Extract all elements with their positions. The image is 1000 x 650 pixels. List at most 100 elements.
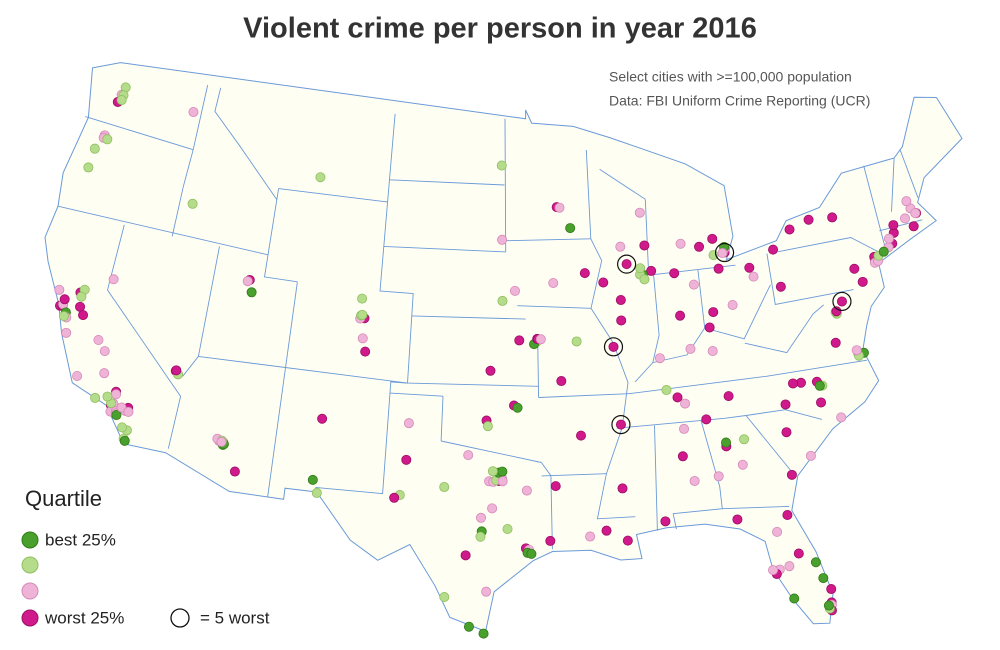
- city-point: [512, 402, 523, 413]
- state-border: [383, 245, 506, 253]
- city-point: [535, 334, 546, 345]
- city-point: [102, 391, 113, 402]
- city-point: [775, 281, 786, 292]
- state-border: [263, 188, 298, 283]
- state-border: [85, 116, 194, 151]
- city-point: [119, 435, 130, 446]
- state-border: [722, 505, 790, 510]
- city-point: [116, 95, 127, 106]
- city-point: [123, 406, 134, 417]
- annotation: Select cities with >=100,000 population: [609, 69, 852, 85]
- city-point: [111, 389, 122, 400]
- state-border: [107, 224, 182, 449]
- city-point: [76, 291, 87, 302]
- city-point: [708, 307, 719, 318]
- city-point: [739, 434, 750, 445]
- city-point: [805, 450, 816, 461]
- worst-marker: [832, 291, 852, 312]
- city-point: [787, 378, 798, 389]
- city-point: [727, 300, 738, 311]
- city-point: [784, 561, 795, 572]
- city-point: [357, 333, 368, 344]
- city-point: [782, 510, 793, 521]
- city-point: [744, 262, 755, 273]
- city-point: [78, 310, 89, 321]
- city-point: [460, 550, 471, 561]
- legend-swatch: [21, 531, 39, 549]
- city-point: [680, 398, 691, 409]
- city-point: [721, 437, 732, 448]
- city-point: [617, 483, 628, 494]
- city-point: [72, 370, 83, 381]
- chart-title: Violent crime per person in year 2016: [243, 13, 757, 45]
- city-point: [908, 221, 919, 232]
- city-point: [707, 233, 718, 244]
- city-point: [830, 337, 841, 348]
- city-point: [704, 322, 715, 333]
- city-point: [58, 311, 69, 322]
- city-point: [571, 336, 582, 347]
- city-point: [357, 309, 368, 320]
- state-border: [538, 393, 629, 398]
- city-point: [481, 586, 492, 597]
- city-point: [689, 475, 700, 486]
- city-point: [901, 196, 912, 207]
- city-point: [732, 514, 743, 525]
- city-point: [768, 565, 779, 576]
- city-point: [598, 277, 609, 288]
- city-point: [556, 376, 567, 387]
- city-point: [475, 531, 486, 542]
- city-point: [90, 392, 101, 403]
- city-point: [242, 276, 253, 287]
- city-point: [675, 238, 686, 249]
- state-border: [766, 253, 854, 306]
- worst-marker: [611, 414, 631, 435]
- city-point: [111, 410, 122, 421]
- city-point: [737, 459, 748, 470]
- city-point: [545, 535, 556, 546]
- state-border: [652, 274, 660, 363]
- city-point: [575, 430, 586, 441]
- worst-marker: [714, 242, 735, 263]
- city-point: [75, 301, 86, 312]
- city-point: [816, 397, 827, 408]
- city-point: [478, 628, 489, 639]
- city-point: [768, 244, 779, 255]
- city-point: [660, 516, 671, 527]
- city-point: [565, 223, 576, 234]
- state-border: [517, 305, 592, 309]
- city-point: [615, 295, 626, 306]
- state-border: [407, 382, 539, 387]
- city-point: [857, 276, 868, 287]
- city-point: [487, 466, 498, 477]
- city-point: [694, 241, 705, 252]
- state-border: [697, 270, 706, 329]
- city-point: [616, 315, 627, 326]
- state-border: [214, 87, 278, 200]
- city-point: [99, 368, 110, 379]
- city-point: [654, 353, 665, 364]
- city-point: [615, 419, 626, 430]
- city-point: [781, 427, 792, 438]
- city-point: [554, 202, 565, 213]
- city-point: [661, 385, 672, 396]
- city-point: [463, 450, 474, 461]
- city-point: [482, 421, 493, 432]
- city-point: [475, 512, 486, 523]
- city-point: [793, 548, 804, 559]
- city-point: [707, 346, 718, 357]
- state-border: [57, 205, 269, 256]
- legend-swatch: [21, 556, 39, 574]
- city-point: [315, 172, 326, 183]
- city-point: [784, 224, 795, 235]
- city-point: [585, 531, 596, 542]
- state-border: [899, 149, 919, 198]
- city-point: [677, 451, 688, 462]
- city-point: [514, 335, 525, 346]
- city-point: [487, 503, 498, 514]
- city-point: [497, 466, 508, 477]
- city-point: [360, 346, 371, 357]
- city-point: [439, 592, 450, 603]
- city-point: [307, 474, 318, 485]
- city-point: [672, 392, 683, 403]
